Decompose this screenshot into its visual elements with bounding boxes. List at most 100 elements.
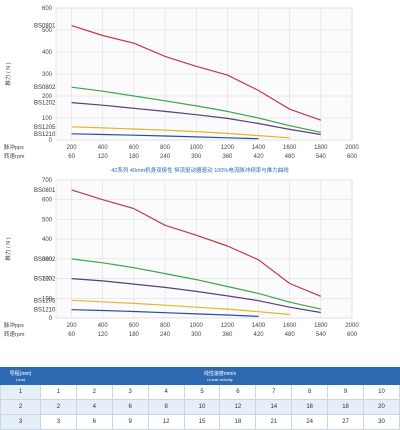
velocity-cell: 16 [291, 399, 329, 415]
x-tick-label: 1400 [252, 323, 266, 329]
x-tick-label: 200 [67, 323, 78, 329]
x-rpm-tick-label: 60 [68, 154, 75, 160]
series-line-bs0801 [71, 25, 322, 121]
velocity-cell: 10 [363, 384, 400, 400]
velocity-cell: 6 [111, 399, 149, 415]
x-tick-label: 1000 [190, 323, 204, 329]
velocity-cell: 14 [255, 399, 293, 415]
velocity-cell: 7 [255, 384, 293, 400]
y-tick-label: 300 [42, 72, 53, 78]
y-tick-label: 400 [42, 50, 53, 56]
velocity-cell: 10 [183, 399, 221, 415]
series-line-bs0802 [71, 86, 321, 133]
series-label-bs0802: BS0802 [34, 257, 56, 263]
y-axis-label: 推力 ( N ) [4, 237, 12, 260]
velocity-cell: 8 [147, 399, 185, 415]
y-tick-label: 0 [49, 316, 53, 322]
y-tick-label: 600 [42, 6, 53, 12]
x-rpm-tick-label: 420 [254, 154, 265, 160]
velocity-header: 线性速度mm/s Linear velocity [40, 367, 400, 385]
x-tick-label: 1200 [221, 145, 235, 151]
series-label-bs0801: BS0801 [34, 188, 56, 194]
velocity-cell: 3 [40, 414, 77, 430]
x-tick-label: 600 [129, 323, 140, 329]
y-tick-label: 400 [42, 237, 53, 243]
velocity-cell: 30 [363, 414, 400, 430]
x-rpm-tick-label: 120 [98, 154, 109, 160]
velocity-cell: 2 [75, 384, 113, 400]
velocity-cell: 6 [219, 384, 257, 400]
series-label-bs1205: BS1205 [34, 125, 56, 131]
series-line-bs1205 [71, 299, 290, 316]
y-tick-label: 200 [42, 94, 53, 100]
y-tick-label: 100 [42, 116, 53, 122]
series-label-bs1202: BS1202 [34, 277, 56, 283]
x-rpm-tick-label: 540 [316, 332, 327, 338]
x-rpm-tick-label: 180 [129, 154, 140, 160]
series-label-bs1202: BS1202 [34, 101, 56, 107]
x-rpm-tick-label: 420 [254, 332, 265, 338]
x-rpm-tick-label: 120 [98, 332, 109, 338]
series-line-bs1205 [71, 126, 290, 139]
velocity-cell: 9 [327, 384, 365, 400]
velocity-cell: 24 [291, 414, 329, 430]
velocity-cell: 4 [75, 399, 113, 415]
velocity-cell: 15 [183, 414, 221, 430]
velocity-cell: 21 [255, 414, 293, 430]
velocity-cell: 6 [75, 414, 113, 430]
table-row: 1 1 2 3 4 5 6 7 8 9 10 [0, 384, 400, 400]
x-rpm-tick-label: 480 [285, 332, 296, 338]
velocity-cell: 12 [219, 399, 257, 415]
y-tick-label: 100 [42, 296, 53, 302]
y-tick-label: 600 [42, 198, 53, 204]
velocity-cell: 18 [327, 399, 365, 415]
table-row: 2 2 4 6 8 10 12 14 16 18 20 [0, 399, 400, 415]
x-rpm-tick-label: 600 [347, 154, 358, 160]
velocity-cell: 9 [111, 414, 149, 430]
series-line-bs0801 [71, 189, 322, 297]
series-line-bs1202 [71, 102, 321, 136]
y-tick-label: 500 [42, 28, 53, 34]
x-rpm-tick-label: 300 [191, 154, 202, 160]
velocity-cell: 3 [111, 384, 149, 400]
series-line-bs0802 [71, 258, 321, 310]
bottom-chart: 0 100 200 300 400 500 600 700 推力 ( N ) 脉冲pps转速rpm… [4, 178, 359, 338]
x-tick-label: 400 [98, 145, 109, 151]
x-tick-label: 2000 [345, 145, 359, 151]
velocity-cell: 8 [291, 384, 329, 400]
lead-cell: 3 [0, 414, 41, 430]
x-row2-label: 转速rpm [4, 330, 25, 338]
velocity-cell: 12 [147, 414, 185, 430]
x-row1-label: 脉冲pps [4, 321, 24, 329]
x-tick-label: 2000 [345, 323, 359, 329]
x-tick-label: 1000 [190, 145, 204, 151]
x-rpm-tick-label: 180 [129, 332, 140, 338]
velocity-cell: 18 [219, 414, 257, 430]
x-tick-label: 1800 [314, 145, 328, 151]
velocity-cell: 5 [183, 384, 221, 400]
y-tick-label: 300 [42, 257, 53, 263]
series-line-bs1202 [71, 278, 321, 314]
x-tick-label: 800 [160, 145, 171, 151]
series-label-bs1210: BS1210 [34, 308, 56, 314]
series-line-bs1210 [71, 133, 259, 140]
series-label-bs1205: BS1205 [34, 298, 56, 304]
x-tick-label: 400 [98, 323, 109, 329]
x-tick-label: 800 [160, 323, 171, 329]
plot-area [55, 179, 353, 319]
table-header-row: 导程(mm) Lead 线性速度mm/s Linear velocity [0, 367, 400, 385]
x-tick-label: 600 [129, 145, 140, 151]
y-tick-label: 200 [42, 277, 53, 283]
series-label-bs1210: BS1210 [34, 132, 56, 138]
x-rpm-tick-label: 60 [68, 332, 75, 338]
x-tick-label: 1800 [314, 323, 328, 329]
velocity-cell: 4 [147, 384, 185, 400]
velocity-cell: 2 [40, 399, 77, 415]
y-tick-label: 700 [42, 178, 53, 184]
bottom-chart-title: 42系列 40mm机身双极性 恒流驱动器驱动 100%电流脉冲频率与推力曲线 [111, 166, 289, 174]
x-rpm-tick-label: 360 [222, 332, 233, 338]
x-rpm-tick-label: 480 [285, 154, 296, 160]
